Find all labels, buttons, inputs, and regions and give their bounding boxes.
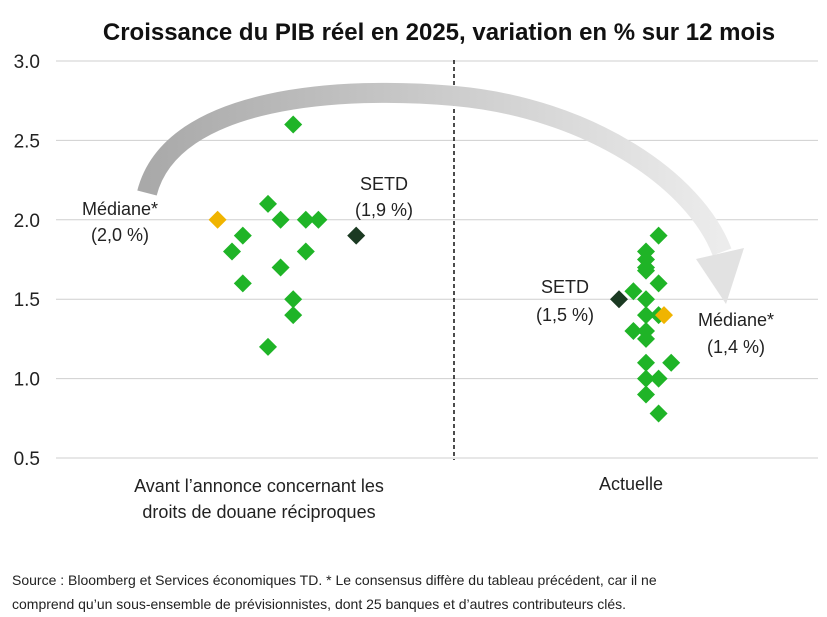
category-label-current: Actuelle [599, 474, 663, 494]
forecast-point [637, 369, 655, 388]
setd-before-label: SETD [360, 174, 408, 194]
median-before-value: (2,0 %) [91, 225, 149, 245]
chart-title: Croissance du PIB réel en 2025, variatio… [103, 19, 775, 46]
source-note-line2: comprend qu’un sous-ensemble de prévisio… [12, 596, 626, 612]
annotation-median-before: Médiane* (2,0 %) [82, 199, 158, 245]
annotation-median-current: Médiane* (1,4 %) [698, 310, 774, 357]
y-tick-label: 1.5 [14, 290, 40, 311]
source-note-line1: Source : Bloomberg et Services économiqu… [12, 572, 657, 588]
category-label-before-line2: droits de douane réciproques [142, 502, 375, 522]
forecast-point [271, 210, 290, 229]
forecast-point [637, 306, 655, 325]
category-label-before-line1: Avant l’annonce concernant les [134, 476, 384, 496]
forecast-point [637, 261, 655, 280]
forecast-point [649, 404, 668, 423]
forecast-point [259, 337, 277, 356]
y-axis-tick-labels: 3.0 2.5 2.0 1.5 1.0 0.5 [14, 52, 40, 470]
curved-arrow [137, 82, 744, 304]
median-before-label: Médiane* [82, 199, 158, 219]
y-tick-label: 0.5 [14, 449, 40, 470]
y-tick-label: 1.0 [14, 370, 40, 391]
y-tick-label: 2.5 [14, 131, 40, 152]
forecast-point [649, 226, 668, 245]
y-tick-label: 2.0 [14, 211, 40, 232]
forecast-point [309, 210, 328, 229]
forecast-point [637, 353, 655, 372]
forecast-point [233, 274, 252, 293]
forecast-point [284, 290, 303, 309]
setd-point [610, 290, 628, 309]
forecast-point [233, 226, 252, 245]
forecast-point [637, 385, 655, 404]
forecast-point [284, 306, 303, 325]
forecast-point [637, 329, 655, 348]
annotation-setd-current: SETD (1,5 %) [536, 277, 594, 325]
forecast-point [662, 353, 681, 372]
y-tick-label: 3.0 [14, 52, 40, 73]
forecast-point [624, 282, 643, 301]
median-current-value: (1,4 %) [707, 337, 765, 357]
forecast-point [624, 321, 643, 340]
setd-before-value: (1,9 %) [355, 200, 413, 220]
forecast-point [296, 242, 315, 261]
median-point [655, 306, 673, 325]
forecast-point [649, 274, 668, 293]
data-points [208, 115, 681, 423]
median-current-label: Médiane* [698, 310, 774, 330]
forecast-point [223, 242, 241, 261]
forecast-point [271, 258, 290, 277]
forecast-point [284, 115, 303, 134]
forecast-point [259, 194, 277, 213]
forecast-point [296, 210, 315, 229]
setd-point [347, 226, 366, 245]
setd-current-label: SETD [541, 277, 589, 297]
annotation-setd-before: SETD (1,9 %) [355, 174, 413, 220]
forecast-point [649, 369, 668, 388]
setd-current-value: (1,5 %) [536, 305, 594, 325]
median-point [208, 210, 227, 229]
forecast-point [637, 290, 655, 309]
